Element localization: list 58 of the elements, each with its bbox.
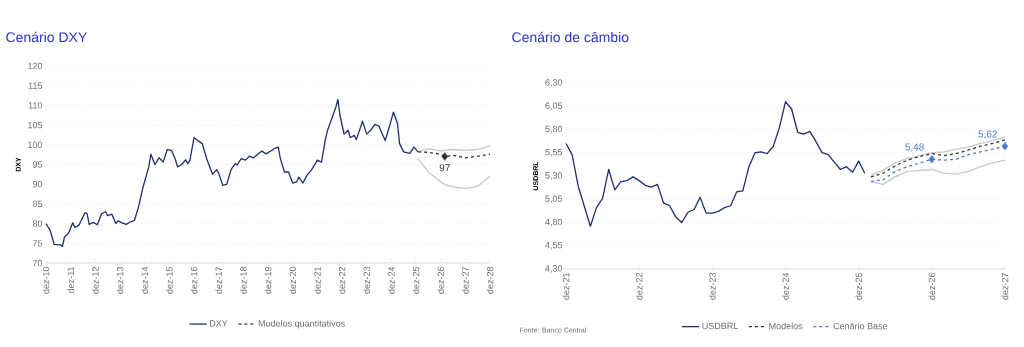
annotation: 5,48 (905, 143, 924, 152)
x-tick-label: dez-11 (67, 266, 74, 293)
x-tick-label: dez-23 (709, 272, 716, 300)
y-tick-label: 4,30 (545, 265, 563, 273)
x-tick-label: dez-25 (855, 272, 862, 300)
x-tick-label: dez-12 (92, 266, 99, 294)
x-tick-label: dez-26 (437, 266, 444, 294)
x-tick-label: dez-23 (363, 266, 370, 294)
x-tick-label: dez-14 (141, 266, 148, 294)
line-series (565, 100, 866, 227)
y-tick-label: 120 (28, 62, 43, 70)
x-tick-label: dez-22 (338, 266, 346, 294)
y-tick-label: 85 (32, 200, 43, 208)
chart-title: Cenário DXY (6, 31, 87, 43)
x-tick-label: dez-24 (388, 266, 395, 294)
x-tick-label: dez-21 (562, 272, 570, 300)
chart-title: Cenário de câmbio (512, 31, 629, 43)
x-tick-label: dez-19 (264, 266, 272, 294)
y-tick-label: 70 (32, 259, 43, 267)
x-tick-label: dez-25 (412, 266, 420, 294)
y-tick-label: 4,55 (545, 242, 563, 250)
y-tick-label: 5,05 (545, 195, 563, 203)
annotation: 5,62 (978, 130, 997, 139)
y-tick-label: 80 (32, 220, 43, 227)
y-tick-label: 5,30 (545, 172, 563, 180)
x-tick-label: dez-15 (166, 266, 173, 294)
x-tick-label: dez-21 (314, 266, 321, 294)
x-tick-label: dez-27 (1001, 272, 1009, 300)
y-tick-label: 100 (28, 141, 43, 148)
x-tick-label: dez-10 (42, 266, 50, 294)
x-tick-label: dez-22 (635, 272, 643, 300)
y-tick-label: 95 (32, 161, 43, 168)
legend-label: Modelos quantitativos (258, 320, 345, 329)
y-tick-label: 105 (28, 121, 43, 129)
x-tick-label: dez-18 (240, 266, 247, 294)
x-tick-label: dez-16 (190, 266, 198, 294)
x-tick-label: dez-24 (782, 272, 789, 300)
x-tick-label: dez-26 (928, 272, 936, 300)
legend-label: Modelos (769, 322, 803, 330)
legend-label: DXY (209, 320, 228, 327)
x-tick-label: dez-27 (462, 266, 469, 294)
y-tick-label: 75 (32, 240, 43, 247)
x-tick-label: dez-13 (116, 266, 124, 294)
y-tick-label: 5,55 (545, 149, 563, 157)
y-tick-label: 90 (32, 181, 43, 188)
x-tick-label: dez-28 (486, 266, 494, 294)
y-tick-label: 110 (28, 102, 43, 109)
y-tick-label: 6,30 (545, 79, 563, 87)
legend-label: Cenário Base (833, 322, 888, 330)
y-tick-label: 4,80 (545, 218, 563, 227)
x-tick-label: dez-20 (289, 266, 296, 294)
line-series (45, 98, 419, 248)
y-tick-label: 5,80 (545, 125, 563, 134)
y-tick-label: 115 (28, 82, 43, 89)
y-tick-label: 6,05 (545, 102, 563, 110)
x-tick-label: dez-17 (215, 266, 222, 294)
legend-label: USDBRL (702, 322, 738, 330)
annotation: 97 (439, 164, 450, 172)
